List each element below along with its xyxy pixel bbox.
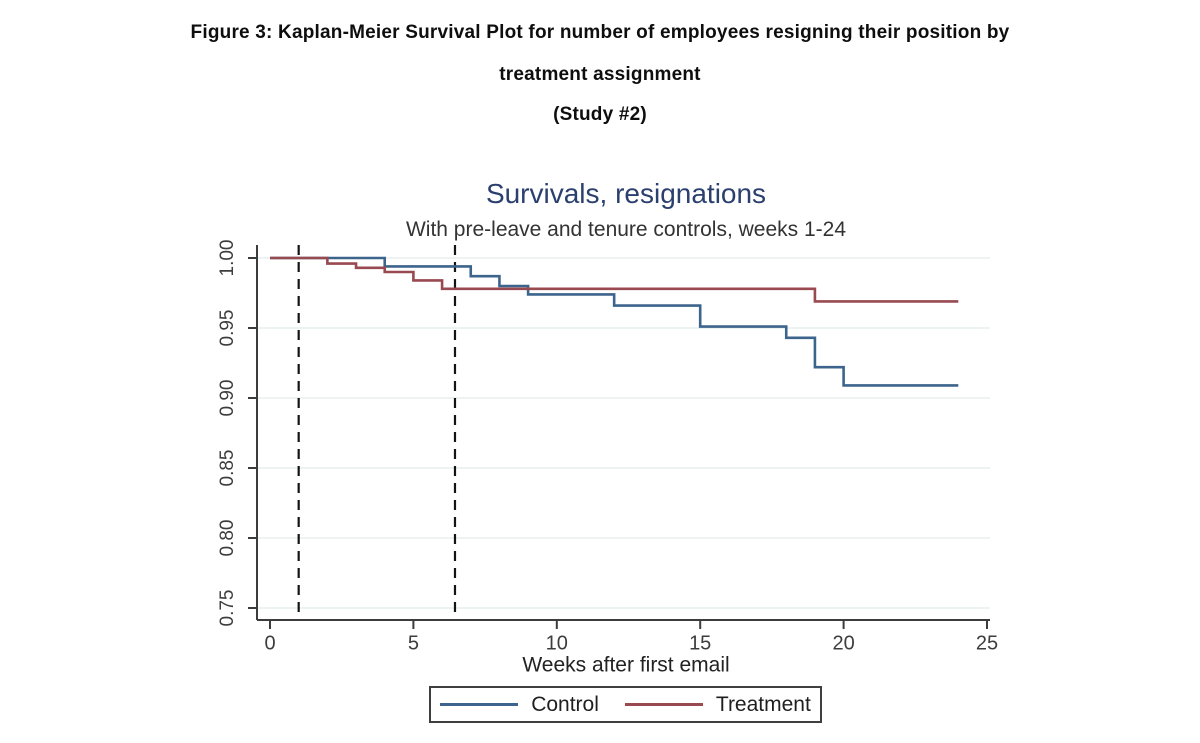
legend-label-control: Control bbox=[531, 692, 599, 716]
x-axis-title: Weeks after first email bbox=[522, 653, 729, 676]
chart-title: Survivals, resignations bbox=[486, 178, 766, 209]
x-tick-label: 0 bbox=[264, 633, 275, 655]
legend-item-treatment: Treatment bbox=[624, 692, 811, 717]
figure-caption-line-2: treatment assignment bbox=[499, 64, 701, 85]
y-tick-label: 0.90 bbox=[217, 380, 238, 417]
y-tick-label: 1.00 bbox=[217, 240, 238, 277]
x-tick-label: 15 bbox=[689, 633, 711, 655]
x-tick-label: 25 bbox=[976, 633, 998, 655]
figure-caption-line-1: Figure 3: Kaplan-Meier Survival Plot for… bbox=[190, 22, 1010, 43]
series-control-path bbox=[270, 256, 959, 387]
series-treatment-path bbox=[270, 256, 959, 303]
legend-box: Control Treatment bbox=[429, 686, 822, 723]
control-line-swatch-icon bbox=[440, 703, 519, 706]
figure-caption-line-3: (Study #2) bbox=[553, 104, 647, 125]
y-tick-label: 0.75 bbox=[217, 590, 238, 627]
y-tick-label: 0.95 bbox=[217, 310, 238, 347]
x-tick-label: 5 bbox=[408, 633, 419, 655]
x-tick-label: 10 bbox=[546, 633, 568, 655]
y-tick-label: 0.80 bbox=[217, 520, 238, 557]
chart-subtitle: With pre-leave and tenure controls, week… bbox=[406, 218, 846, 241]
treatment-line-swatch-icon bbox=[624, 703, 703, 706]
legend-item-control: Control bbox=[440, 693, 599, 717]
x-tick-label: 20 bbox=[832, 633, 854, 655]
y-tick-label: 0.85 bbox=[217, 450, 238, 487]
legend-label-treatment: Treatment bbox=[715, 692, 811, 716]
